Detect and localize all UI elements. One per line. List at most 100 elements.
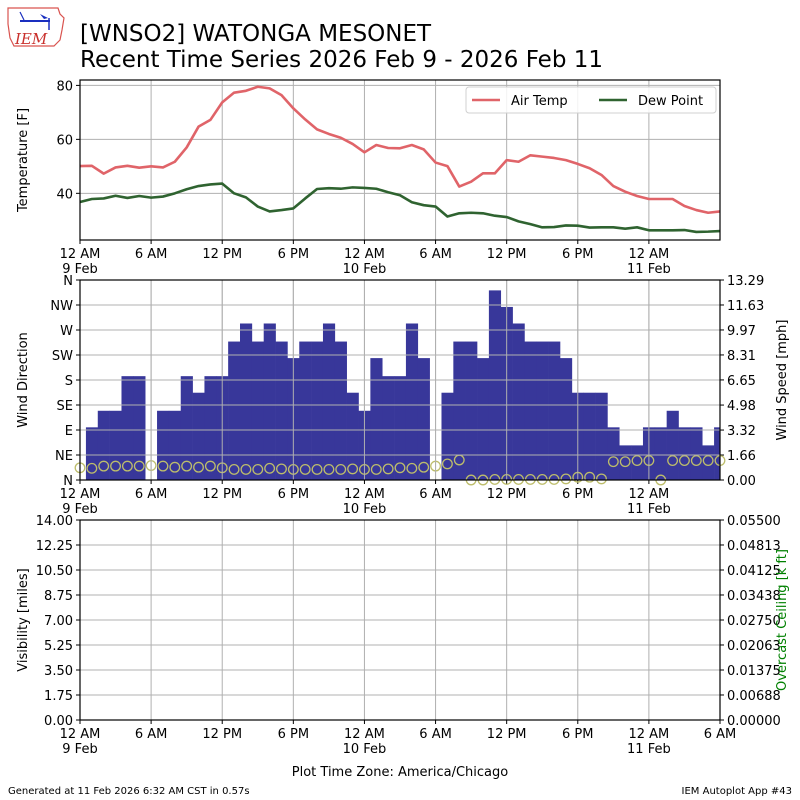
x-tick-label: 12 AM: [628, 487, 669, 502]
x-tick-label: 6 AM: [135, 247, 168, 262]
wind-direction-marker: [370, 463, 382, 475]
wind-direction-marker: [204, 460, 216, 472]
x-date-label: 10 Feb: [343, 502, 387, 517]
wind-speed-bar: [607, 427, 620, 480]
x-tick-label: 12 AM: [60, 487, 101, 502]
y-tick-label: 10.50: [36, 564, 73, 579]
x-tick-label: 6 PM: [278, 487, 309, 502]
x-tick-label: 12 PM: [202, 487, 242, 502]
x-tick-label: 6 PM: [278, 247, 309, 262]
plot-frame: [79, 519, 721, 721]
x-tick-label: 12 PM: [202, 727, 242, 742]
y-axis-label: Wind Direction: [16, 332, 31, 428]
y2-axis-label: Overcast Ceiling [k ft]: [775, 549, 790, 691]
wind-direction-marker: [619, 456, 631, 468]
y2-tick-label: 0.00000: [727, 714, 781, 729]
y2-tick-label: 0.00: [727, 474, 756, 489]
y-tick-label: 60: [56, 133, 73, 148]
wind-speed-bar: [370, 358, 383, 480]
wind-direction-marker: [193, 461, 204, 473]
y-axis-label: Visibility [miles]: [16, 568, 31, 671]
wind-direction-marker: [607, 456, 619, 468]
wind-direction-marker: [596, 473, 607, 485]
x-tick-label: 12 PM: [487, 727, 527, 742]
wind-speed-bar: [382, 376, 395, 480]
wind-direction-marker: [169, 461, 181, 473]
wind-direction-marker: [690, 455, 702, 467]
y2-tick-label: 0.04125: [727, 564, 781, 579]
x-date-label: 9 Feb: [62, 502, 97, 517]
wind-direction-marker: [133, 460, 145, 472]
y-tick-label: 14.00: [36, 514, 73, 529]
wind-speed-bars: [85, 290, 721, 480]
x-tick-label: 6 AM: [419, 727, 452, 742]
generated-footer: Generated at 11 Feb 2026 6:32 AM CST in …: [8, 786, 250, 797]
x-date-label: 10 Feb: [343, 742, 387, 757]
y2-tick-label: 0.03438: [727, 589, 781, 604]
wind-direction-marker: [264, 462, 276, 474]
y-tick-label: 8.75: [44, 589, 73, 604]
y2-axis-label: Wind Speed [mph]: [775, 320, 790, 441]
iem-logo: IEM: [7, 7, 65, 48]
x-date-label: 11 Feb: [627, 262, 671, 277]
wind-direction-marker: [252, 463, 264, 475]
wind-speed-bar: [133, 376, 146, 480]
wind-direction-marker: [181, 460, 193, 472]
wind-speed-bar: [180, 376, 193, 480]
wind-direction-marker: [323, 463, 335, 475]
wind-direction-marker: [276, 463, 287, 475]
wind-speed-bar: [299, 341, 312, 480]
wind-speed-bar: [394, 376, 407, 480]
wind-speed-bar: [702, 445, 715, 480]
wind-direction-marker: [584, 471, 596, 483]
wind-speed-bar: [204, 376, 217, 480]
wind-direction-marker: [667, 455, 679, 467]
wind-speed-bar: [583, 392, 596, 480]
wind-speed-bar: [560, 358, 573, 480]
y2-tick-label: 0.05500: [727, 514, 781, 529]
wind-speed-bar: [240, 323, 253, 480]
wind-direction-marker: [702, 455, 714, 467]
x-tick-label: 6 PM: [562, 247, 593, 262]
wind-speed-bar: [192, 392, 205, 480]
y-tick-label: 40: [56, 187, 73, 202]
x-tick-label: 12 AM: [60, 247, 101, 262]
x-tick-label: 6 AM: [135, 727, 168, 742]
app-footer: IEM Autoplot App #43: [682, 786, 792, 797]
x-tick-label: 6 AM: [419, 487, 452, 502]
x-date-label: 10 Feb: [343, 262, 387, 277]
y-tick-label: W: [60, 324, 73, 339]
wind-speed-bar: [536, 341, 549, 480]
wind-speed-bar: [595, 392, 608, 480]
y-tick-label: N: [63, 474, 73, 489]
wind-panel: N NE E SE S SW W NW N 0.00 1.66 3.32 4.98 6.65 8.31 9.9…: [16, 274, 790, 517]
y2-tick-label: 8.31: [727, 349, 756, 364]
title-line2: Recent Time Series 2026 Feb 9 - 2026 Feb…: [80, 47, 603, 73]
wind-speed-bar: [417, 358, 430, 480]
y2-tick-label: 3.32: [727, 424, 756, 439]
y2-tick-label: 1.66: [727, 449, 756, 464]
wind-speed-bar: [334, 341, 347, 480]
wind-speed-bar: [690, 427, 703, 480]
x-tick-label: 12 AM: [344, 247, 385, 262]
title-line1: [WNSO2] WATONGA MESONET: [80, 21, 432, 47]
wind-direction-marker: [228, 463, 240, 475]
y2-tick-label: 9.97: [727, 324, 756, 339]
y-tick-label: SE: [57, 399, 73, 414]
wind-direction-marker: [121, 460, 133, 472]
wind-direction-marker: [631, 455, 643, 467]
wind-direction-marker: [311, 463, 323, 475]
wind-speed-bar: [311, 341, 324, 480]
wind-direction-marker: [240, 463, 252, 475]
y-tick-label: NW: [50, 299, 73, 314]
x-tick-label: 6 PM: [562, 727, 593, 742]
wind-speed-bar: [228, 341, 241, 480]
plot-frame: [79, 79, 721, 241]
y2-tick-label: 0.04813: [727, 539, 781, 554]
y-tick-label: 1.75: [44, 689, 73, 704]
wind-speed-bar: [524, 341, 537, 480]
x-tick-label: 12 AM: [344, 727, 385, 742]
x-date-label: 9 Feb: [62, 742, 97, 757]
legend-dew-point: Dew Point: [638, 94, 703, 109]
y-tick-label: 3.50: [44, 664, 73, 679]
